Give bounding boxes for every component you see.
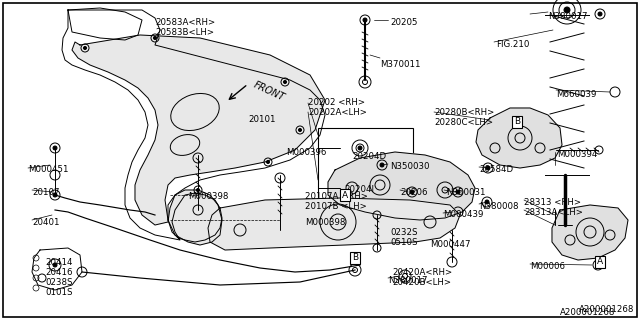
Text: 20416: 20416 bbox=[45, 268, 72, 277]
Text: A200001268: A200001268 bbox=[579, 305, 634, 314]
Text: 20206: 20206 bbox=[400, 188, 428, 197]
Text: N350030: N350030 bbox=[390, 162, 429, 171]
Text: 28313 <RH>: 28313 <RH> bbox=[524, 198, 581, 207]
Text: FIG.210: FIG.210 bbox=[496, 40, 529, 49]
Polygon shape bbox=[208, 198, 460, 250]
Text: A: A bbox=[597, 258, 603, 267]
Text: 20583A<RH>: 20583A<RH> bbox=[155, 18, 215, 27]
Circle shape bbox=[266, 161, 269, 164]
Circle shape bbox=[53, 263, 57, 267]
Text: 20401: 20401 bbox=[32, 218, 60, 227]
Circle shape bbox=[363, 18, 367, 22]
Text: 20202A<LH>: 20202A<LH> bbox=[308, 108, 367, 117]
Circle shape bbox=[358, 146, 362, 150]
Text: 0238S: 0238S bbox=[45, 278, 72, 287]
Text: 20584D: 20584D bbox=[479, 165, 513, 174]
Text: N380017: N380017 bbox=[388, 276, 428, 285]
Text: 20414: 20414 bbox=[45, 258, 72, 267]
Text: M000398: M000398 bbox=[188, 192, 228, 201]
Text: M000439: M000439 bbox=[443, 210, 483, 219]
Text: 20202 <RH>: 20202 <RH> bbox=[308, 98, 365, 107]
Circle shape bbox=[486, 166, 490, 170]
Text: 0101S: 0101S bbox=[45, 288, 72, 297]
Text: 28313A<LH>: 28313A<LH> bbox=[524, 208, 583, 217]
Text: M00006: M00006 bbox=[530, 262, 565, 271]
Text: M000447: M000447 bbox=[430, 240, 470, 249]
Circle shape bbox=[485, 200, 489, 204]
Circle shape bbox=[196, 188, 200, 191]
Polygon shape bbox=[328, 152, 475, 220]
Text: 20107: 20107 bbox=[32, 188, 60, 197]
Text: FRONT: FRONT bbox=[252, 80, 286, 103]
Text: M370011: M370011 bbox=[380, 60, 420, 69]
Polygon shape bbox=[476, 108, 562, 168]
Circle shape bbox=[284, 81, 287, 84]
Text: N350031: N350031 bbox=[446, 188, 486, 197]
Text: 20204D: 20204D bbox=[352, 152, 386, 161]
Circle shape bbox=[380, 163, 384, 167]
Text: B: B bbox=[352, 253, 358, 262]
Text: M000398: M000398 bbox=[305, 218, 346, 227]
Circle shape bbox=[83, 46, 86, 50]
Text: N380008: N380008 bbox=[479, 202, 518, 211]
Text: 20107B <LH>: 20107B <LH> bbox=[305, 202, 367, 211]
Text: 20204I: 20204I bbox=[344, 185, 374, 194]
Text: 20420A<RH>: 20420A<RH> bbox=[392, 268, 452, 277]
Text: M000451: M000451 bbox=[28, 165, 68, 174]
Text: 0232S: 0232S bbox=[390, 228, 417, 237]
Text: 20420B<LH>: 20420B<LH> bbox=[392, 278, 451, 287]
Text: A200001268: A200001268 bbox=[560, 308, 616, 317]
Text: 20101: 20101 bbox=[248, 115, 275, 124]
Polygon shape bbox=[72, 35, 325, 245]
Text: M000394: M000394 bbox=[557, 150, 597, 159]
Circle shape bbox=[53, 193, 57, 197]
Circle shape bbox=[298, 129, 301, 132]
Text: M000396: M000396 bbox=[286, 148, 326, 157]
Text: 20205: 20205 bbox=[390, 18, 417, 27]
Text: B: B bbox=[514, 117, 520, 126]
Text: 20280B<RH>: 20280B<RH> bbox=[434, 108, 494, 117]
Text: N380017: N380017 bbox=[548, 12, 588, 21]
Circle shape bbox=[53, 146, 57, 150]
Circle shape bbox=[456, 190, 460, 194]
Circle shape bbox=[410, 190, 414, 194]
Polygon shape bbox=[552, 205, 628, 260]
Text: 20280C<LH>: 20280C<LH> bbox=[434, 118, 493, 127]
Bar bbox=[318, 128, 413, 210]
Circle shape bbox=[598, 12, 602, 16]
Text: M660039: M660039 bbox=[556, 90, 596, 99]
Circle shape bbox=[564, 7, 570, 13]
Text: 20583B<LH>: 20583B<LH> bbox=[155, 28, 214, 37]
Text: 0510S: 0510S bbox=[390, 238, 417, 247]
Text: A: A bbox=[342, 190, 348, 199]
Circle shape bbox=[154, 36, 157, 39]
Text: 20107A <RH>: 20107A <RH> bbox=[305, 192, 368, 201]
